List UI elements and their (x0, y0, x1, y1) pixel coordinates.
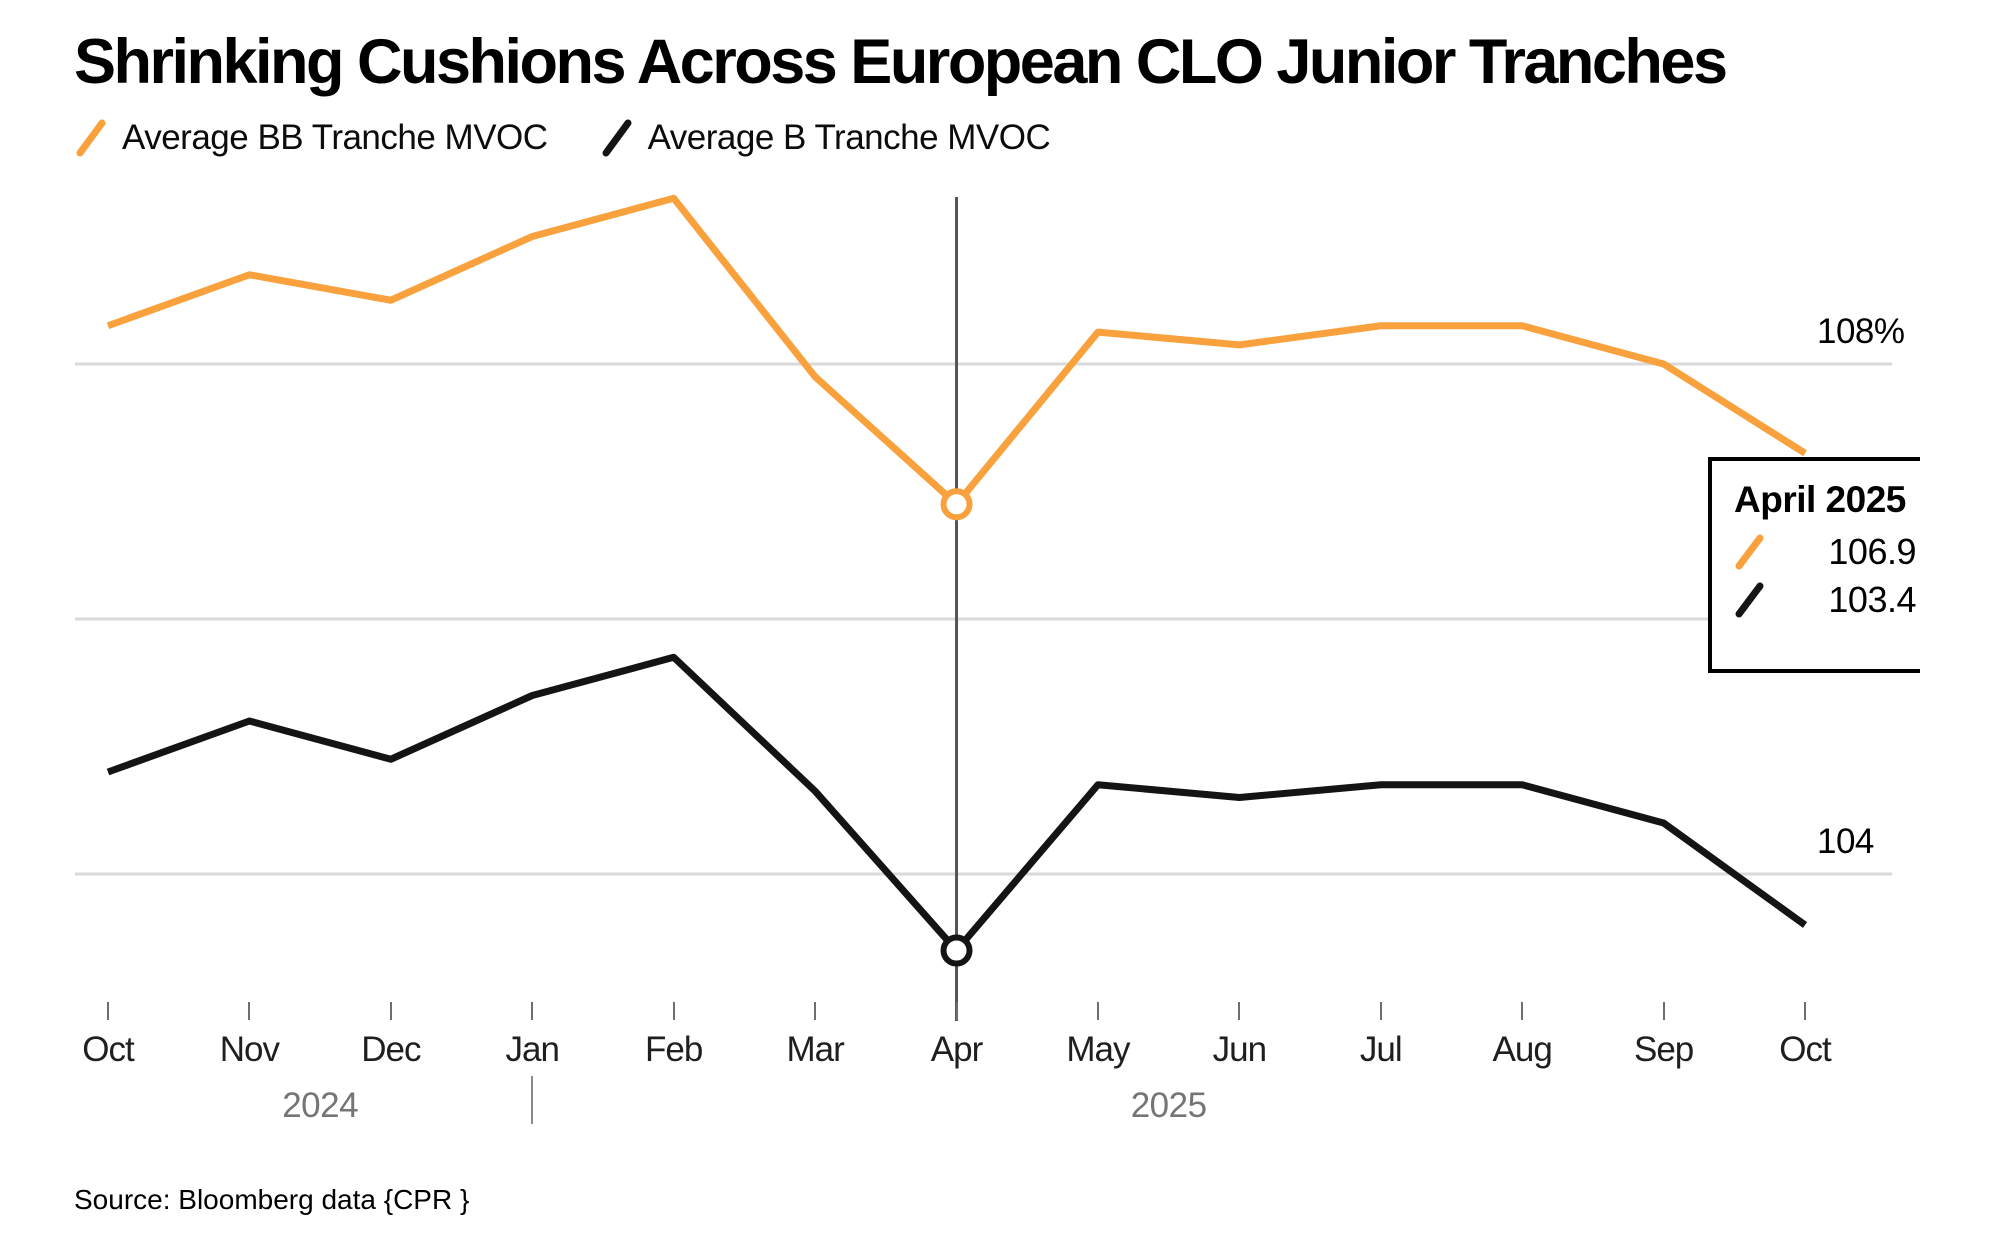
highlight-marker-bb[interactable] (940, 488, 973, 521)
month-label-7-may: May (1066, 1030, 1130, 1069)
tooltip-b-icon-box (1734, 580, 1776, 620)
x-tick-8 (1238, 1002, 1241, 1020)
month-label-10-aug: Aug (1492, 1030, 1553, 1069)
chart-frame: Shrinking Cushions Across European CLO J… (74, 27, 1920, 1215)
source-note: Source: Bloomberg data {CPR } (74, 1184, 470, 1215)
month-label-1-nov: Nov (219, 1030, 280, 1069)
hover-tooltip: April 2025 106.9 103.4 (1708, 457, 1920, 673)
month-label-12-oct: Oct (1779, 1030, 1831, 1069)
chart-title: Shrinking Cushions Across European CLO J… (74, 27, 1728, 97)
month-label-11-sep: Sep (1633, 1030, 1694, 1069)
year-label-2025: 2025 (1130, 1086, 1207, 1125)
month-label-8-jun: Jun (1212, 1030, 1267, 1069)
year-label-2024: 2024 (282, 1086, 359, 1125)
highlight-marker-b[interactable] (940, 934, 973, 967)
tooltip-row-bb: 106.9 (1734, 531, 1920, 573)
x-tick-11 (1662, 1002, 1665, 1020)
legend-label-bb: Average BB Tranche MVOC (122, 118, 548, 157)
x-tick-0 (107, 1002, 109, 1020)
month-label-9-jul: Jul (1359, 1030, 1403, 1069)
tooltip-value-b: 103.4 (1828, 579, 1916, 620)
tooltip-value-bb: 106.9 (1828, 531, 1916, 572)
month-label-5-mar: Mar (786, 1030, 844, 1069)
x-tick-5 (814, 1002, 817, 1020)
month-label-3-jan: Jan (505, 1030, 560, 1069)
month-label-2-dec: Dec (361, 1030, 421, 1069)
b-series-slash-icon (602, 119, 632, 157)
x-tick-10 (1521, 1002, 1524, 1020)
y-axis-label-104: 104 (1817, 822, 1874, 861)
month-label-4-feb: Feb (645, 1030, 703, 1069)
y-axis-label-108: 108% (1817, 312, 1905, 351)
tooltip-row-b: 103.4 (1734, 579, 1920, 621)
x-tick-9 (1379, 1002, 1382, 1020)
tooltip-date-label: April 2025 (1734, 479, 1906, 520)
x-tick-1 (248, 1002, 251, 1020)
x-tick-4 (672, 1002, 675, 1020)
legend-label-b: Average B Tranche MVOC (647, 118, 1051, 157)
plot-area (75, 194, 1892, 1021)
x-tick-12 (1804, 1002, 1807, 1020)
x-tick-6 (955, 1002, 958, 1020)
x-tick-2 (389, 1002, 392, 1020)
month-label-0-oct: Oct (82, 1030, 134, 1069)
legend-item-bb-tranche[interactable]: Average BB Tranche MVOC (74, 116, 548, 160)
bb-series-slash-icon (76, 119, 106, 157)
x-tick-3 (531, 1002, 534, 1020)
month-label-6-apr: Apr (930, 1030, 983, 1069)
tooltip-bb-slash-icon (1735, 534, 1764, 570)
tooltip-b-slash-icon (1735, 582, 1764, 618)
legend-item-b-tranche[interactable]: Average B Tranche MVOC (600, 116, 1051, 160)
year-divider-tick (531, 1076, 534, 1124)
legend: Average BB Tranche MVOC Average B Tranch… (74, 116, 1051, 160)
tooltip-bb-icon-box (1734, 532, 1776, 572)
x-tick-7 (1096, 1002, 1099, 1020)
